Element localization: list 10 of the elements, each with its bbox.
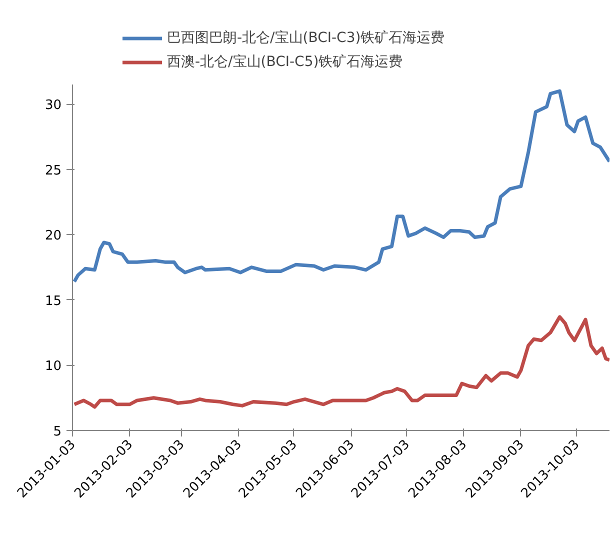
legend-label: 西澳-北仑/宝山(BCI-C5)铁矿石海运费 [167,53,403,71]
legend-label: 巴西图巴朗-北仑/宝山(BCI-C3)铁矿石海运费 [167,29,445,47]
line-series [72,315,610,409]
y-tick-label: 20 [44,228,62,244]
y-tick-label: 25 [44,163,62,178]
y-tick-label: 5 [53,424,62,440]
y-tick-label: 15 [44,294,62,309]
y-tick-label: 10 [44,359,62,374]
y-tick-label: 30 [44,98,62,114]
line-series [72,89,610,284]
